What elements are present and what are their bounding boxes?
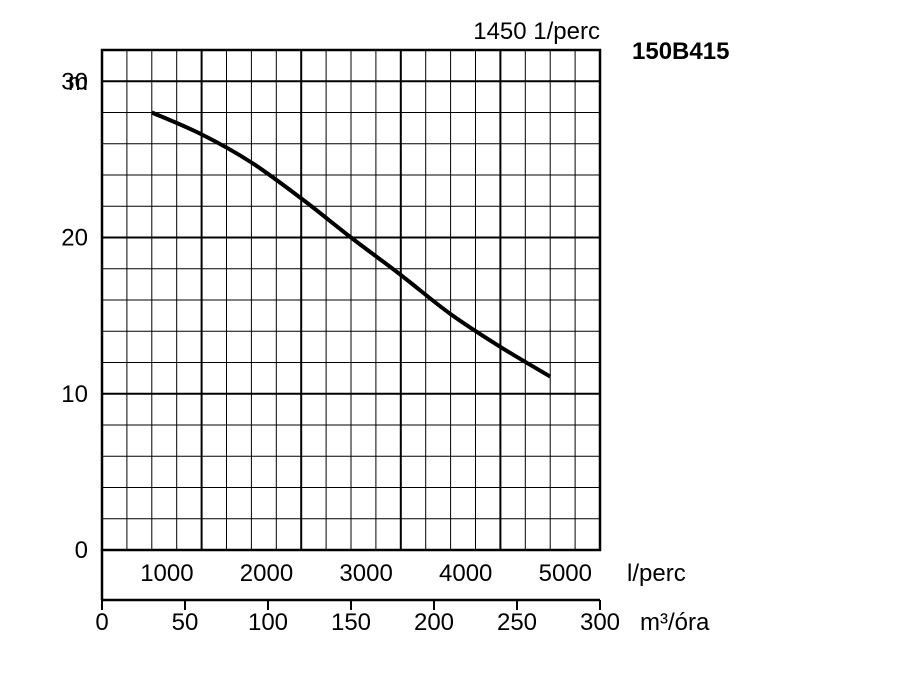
y-tick-label: 30 <box>61 68 88 95</box>
y-tick-label: 0 <box>75 537 88 564</box>
secondary-x-tick-label: 0 <box>95 609 108 636</box>
secondary-x-tick-label: 150 <box>331 609 371 636</box>
secondary-x-axis-label: m³/óra <box>640 609 710 636</box>
pump-performance-curve <box>151 110 552 379</box>
chart-title: 150B415 <box>632 38 729 65</box>
y-tick-label: 10 <box>61 381 88 408</box>
x-tick-label: 3000 <box>339 560 392 587</box>
x-tick-label: 4000 <box>439 560 492 587</box>
x-tick-label: 5000 <box>539 560 592 587</box>
x-axis-label: l/perc <box>627 560 686 587</box>
secondary-x-tick-label: 250 <box>497 609 537 636</box>
y-tick-label: 20 <box>61 225 88 252</box>
curve-layer <box>151 110 552 379</box>
plot-border <box>100 48 602 552</box>
minor-grid <box>102 50 600 550</box>
x-tick-label: 2000 <box>240 560 293 587</box>
secondary-x-tick-label: 200 <box>414 609 454 636</box>
plot-frame <box>100 48 602 610</box>
secondary-x-tick-label: 100 <box>248 609 288 636</box>
x-tick-label: 1000 <box>140 560 193 587</box>
y-axis-label: m <box>68 69 88 96</box>
secondary-x-tick-label: 300 <box>580 609 620 636</box>
speed-label: 1450 1/perc <box>473 18 600 45</box>
secondary-x-tick-label: 50 <box>172 609 199 636</box>
